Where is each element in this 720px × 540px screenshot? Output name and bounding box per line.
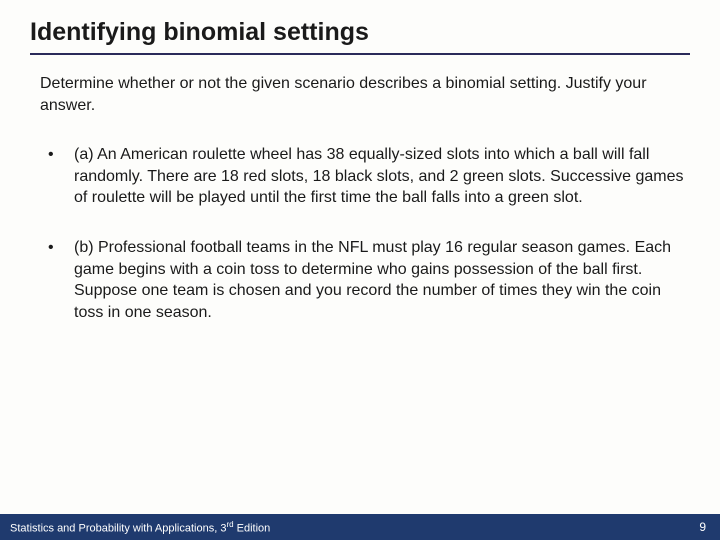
footer-ordinal: rd (226, 520, 233, 529)
page-number: 9 (699, 520, 706, 534)
list-item: (a) An American roulette wheel has 38 eq… (48, 144, 684, 209)
slide-title: Identifying binomial settings (30, 18, 690, 47)
slide: Identifying binomial settings Determine … (0, 0, 720, 540)
intro-text: Determine whether or not the given scena… (40, 73, 684, 116)
footer-book-prefix: Statistics and Probability with Applicat… (10, 522, 226, 534)
footer-book-suffix: Edition (234, 522, 271, 534)
footer-bar: Statistics and Probability with Applicat… (0, 514, 720, 540)
footer-book-title: Statistics and Probability with Applicat… (10, 520, 270, 535)
bullet-list: (a) An American roulette wheel has 38 eq… (30, 144, 690, 323)
title-block: Identifying binomial settings (30, 18, 690, 55)
list-item: (b) Professional football teams in the N… (48, 237, 684, 323)
